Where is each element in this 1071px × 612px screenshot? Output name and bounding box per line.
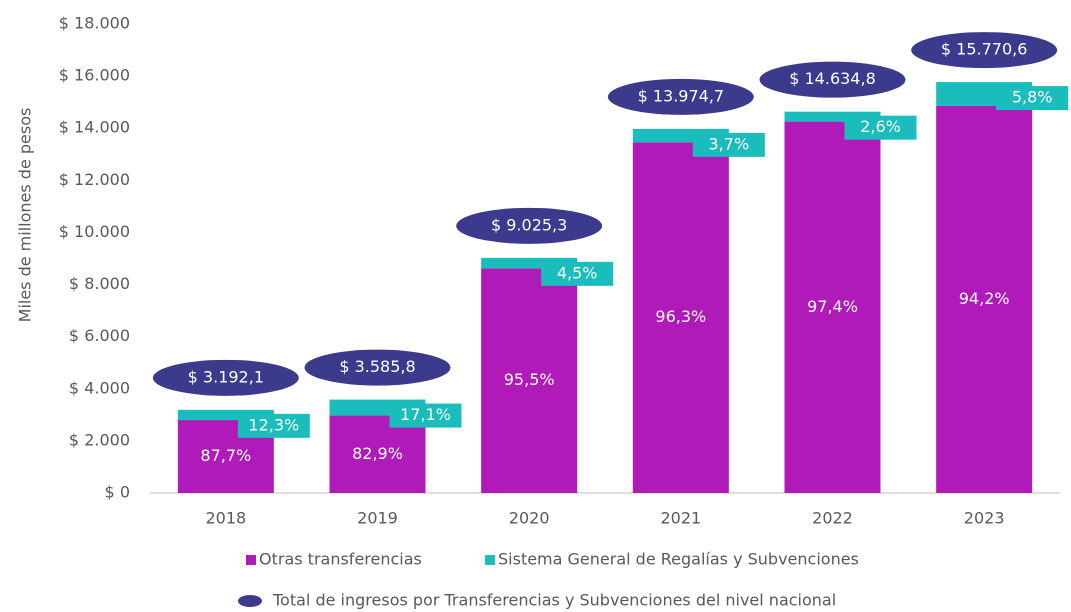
share-label: 87,7%: [200, 446, 251, 465]
share-label-box: [996, 86, 1069, 111]
share-label: 4,5%: [557, 263, 598, 282]
total-marker: [607, 78, 754, 115]
bar-segment: [481, 257, 578, 269]
total-label: $ 9.025,3: [491, 215, 567, 234]
share-label-box: [541, 261, 614, 286]
y-tick-label: $ 2.000: [69, 430, 130, 449]
y-tick-label: $ 8.000: [69, 274, 130, 293]
share-label: 96,3%: [655, 307, 706, 326]
total-label: $ 3.192,1: [188, 367, 264, 386]
share-label: 5,8%: [1012, 88, 1053, 107]
total-label: $ 3.585,8: [339, 357, 415, 376]
total-marker: [911, 32, 1058, 69]
y-tick-label: $ 18.000: [59, 14, 130, 33]
share-label-box: [237, 413, 310, 438]
bar-segment: [784, 111, 881, 122]
share-label: 97,4%: [807, 297, 858, 316]
bar-segment: [177, 409, 274, 421]
x-tick-label: 2020: [509, 509, 550, 528]
total-marker: [456, 207, 603, 244]
share-label: 12,3%: [248, 415, 299, 434]
legend-marker: [485, 555, 495, 565]
bar-segment: [329, 415, 426, 493]
share-label-box: [844, 115, 917, 140]
total-marker: [152, 359, 299, 396]
y-tick-label: $ 6.000: [69, 326, 130, 345]
bar-segment: [784, 121, 881, 494]
share-label: 94,2%: [959, 289, 1010, 308]
y-tick-label: $ 16.000: [59, 66, 130, 85]
total-label: $ 13.974,7: [638, 86, 725, 105]
bar-segment: [936, 105, 1033, 494]
share-label: 17,1%: [400, 405, 451, 424]
share-label: 95,5%: [504, 370, 555, 389]
legend-label: Otras transferencias: [259, 550, 422, 569]
y-tick-label: $ 12.000: [59, 170, 130, 189]
x-tick-label: 2019: [357, 509, 398, 528]
bar-segment: [632, 142, 729, 494]
share-label: 2,6%: [860, 117, 901, 136]
y-tick-label: $ 0: [105, 483, 130, 502]
total-label: $ 15.770,6: [941, 40, 1028, 59]
legend-marker: [246, 555, 256, 565]
y-tick-label: $ 10.000: [59, 222, 130, 241]
x-tick-label: 2023: [964, 509, 1005, 528]
y-tick-label: $ 14.000: [59, 118, 130, 137]
y-tick-label: $ 4.000: [69, 378, 130, 397]
share-label: 82,9%: [352, 444, 403, 463]
legend-marker: [238, 595, 262, 607]
share-label-box: [692, 132, 765, 157]
share-label-box: [389, 403, 462, 428]
legend-label: Total de ingresos por Transferencias y S…: [272, 591, 836, 610]
x-tick-label: 2018: [205, 509, 246, 528]
x-tick-label: 2022: [812, 509, 853, 528]
total-marker: [759, 61, 906, 98]
y-axis-title: Miles de millones de pesos: [16, 108, 35, 323]
legend-label: Sistema General de Regalías y Subvencion…: [498, 550, 859, 569]
share-label: 3,7%: [709, 134, 750, 153]
total-marker: [304, 349, 451, 386]
x-tick-label: 2021: [660, 509, 701, 528]
bar-segment: [481, 268, 578, 493]
total-label: $ 14.634,8: [789, 69, 876, 88]
